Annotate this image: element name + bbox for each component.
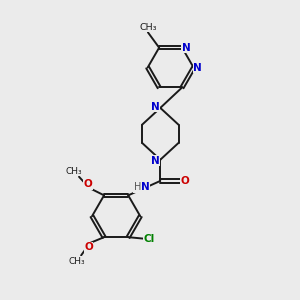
Text: O: O (181, 176, 190, 186)
Text: N: N (141, 182, 150, 192)
Text: N: N (182, 43, 190, 53)
Text: O: O (83, 179, 92, 189)
Text: O: O (84, 242, 93, 252)
Text: N: N (151, 156, 159, 166)
Text: H: H (134, 182, 141, 192)
Text: CH₃: CH₃ (65, 167, 82, 176)
Text: N: N (193, 63, 202, 73)
Text: CH₃: CH₃ (139, 22, 157, 32)
Text: N: N (151, 102, 159, 112)
Text: CH₃: CH₃ (68, 257, 85, 266)
Text: Cl: Cl (144, 234, 155, 244)
